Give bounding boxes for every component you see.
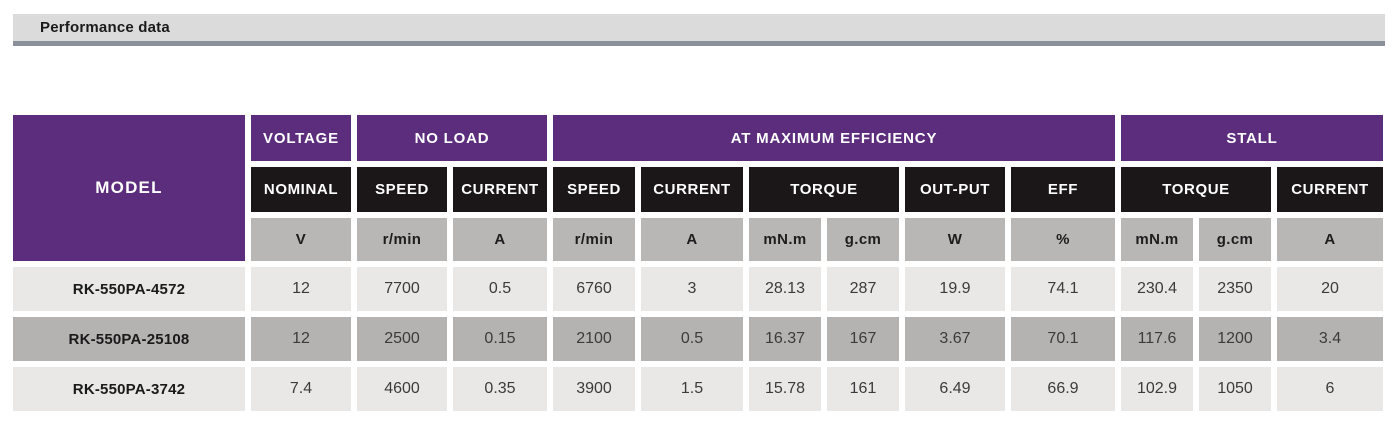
value-cell: 66.9 [1011, 367, 1115, 411]
stall-torque-header: TORQUE [1121, 167, 1271, 212]
value-cell: 15.78 [749, 367, 821, 411]
unit-cell: A [1277, 218, 1383, 261]
model-name: RK-550PA-4572 [13, 267, 245, 311]
value-cell: 230.4 [1121, 267, 1193, 311]
no-load-speed-header: SPEED [357, 167, 447, 212]
section-header-bar: Performance data [13, 14, 1385, 46]
value-cell: 6 [1277, 367, 1383, 411]
value-cell: 28.13 [749, 267, 821, 311]
value-cell: 2350 [1199, 267, 1271, 311]
model-column-header: MODEL [13, 115, 245, 261]
value-cell: 7700 [357, 267, 447, 311]
unit-cell: mN.m [1121, 218, 1193, 261]
value-cell: 3.4 [1277, 317, 1383, 361]
value-cell: 16.37 [749, 317, 821, 361]
value-cell: 70.1 [1011, 317, 1115, 361]
value-cell: 0.5 [641, 317, 743, 361]
model-name: RK-550PA-25108 [13, 317, 245, 361]
value-cell: 4600 [357, 367, 447, 411]
nominal-header: NOMINAL [251, 167, 351, 212]
stall-current-header: CURRENT [1277, 167, 1383, 212]
value-cell: 1050 [1199, 367, 1271, 411]
units-row: V r/min A r/min A mN.m g.cm W % mN.m g.c… [13, 218, 1383, 261]
value-cell: 3 [641, 267, 743, 311]
value-cell: 7.4 [251, 367, 351, 411]
unit-cell: g.cm [1199, 218, 1271, 261]
value-cell: 1200 [1199, 317, 1271, 361]
value-cell: 12 [251, 317, 351, 361]
value-cell: 2500 [357, 317, 447, 361]
value-cell: 6760 [553, 267, 635, 311]
section-title: Performance data [40, 19, 170, 36]
value-cell: 2100 [553, 317, 635, 361]
unit-cell: mN.m [749, 218, 821, 261]
efficiency-torque-header: TORQUE [749, 167, 899, 212]
unit-cell: A [641, 218, 743, 261]
value-cell: 0.35 [453, 367, 547, 411]
value-cell: 102.9 [1121, 367, 1193, 411]
unit-cell: r/min [357, 218, 447, 261]
stall-group-header: STALL [1121, 115, 1383, 161]
at-maximum-efficiency-group-header: AT MAXIMUM EFFICIENCY [553, 115, 1115, 161]
value-cell: 0.5 [453, 267, 547, 311]
unit-cell: g.cm [827, 218, 899, 261]
efficiency-current-header: CURRENT [641, 167, 743, 212]
value-cell: 12 [251, 267, 351, 311]
value-cell: 1.5 [641, 367, 743, 411]
unit-cell: A [453, 218, 547, 261]
sub-header-row: NOMINAL SPEED CURRENT SPEED CURRENT TORQ… [13, 167, 1383, 212]
value-cell: 3900 [553, 367, 635, 411]
voltage-group-header: VOLTAGE [251, 115, 351, 161]
group-header-row: MODEL VOLTAGE NO LOAD AT MAXIMUM EFFICIE… [13, 115, 1383, 261]
value-cell: 3.67 [905, 317, 1005, 361]
value-cell: 6.49 [905, 367, 1005, 411]
value-cell: 74.1 [1011, 267, 1115, 311]
unit-cell: V [251, 218, 351, 261]
value-cell: 19.9 [905, 267, 1005, 311]
table-row: RK-550PA-25108 12 2500 0.15 2100 0.5 16.… [13, 317, 1383, 361]
no-load-current-header: CURRENT [453, 167, 547, 212]
value-cell: 20 [1277, 267, 1383, 311]
value-cell: 161 [827, 367, 899, 411]
table-row: RK-550PA-3742 7.4 4600 0.35 3900 1.5 15.… [13, 367, 1383, 411]
value-cell: 167 [827, 317, 899, 361]
model-name: RK-550PA-3742 [13, 367, 245, 411]
value-cell: 287 [827, 267, 899, 311]
unit-cell: % [1011, 218, 1115, 261]
output-header: OUT-PUT [905, 167, 1005, 212]
unit-cell: r/min [553, 218, 635, 261]
efficiency-speed-header: SPEED [553, 167, 635, 212]
value-cell: 117.6 [1121, 317, 1193, 361]
value-cell: 0.15 [453, 317, 547, 361]
eff-header: EFF [1011, 167, 1115, 212]
no-load-group-header: NO LOAD [357, 115, 547, 161]
unit-cell: W [905, 218, 1005, 261]
table-row: RK-550PA-4572 12 7700 0.5 6760 3 28.13 2… [13, 267, 1383, 311]
performance-data-table: MODEL VOLTAGE NO LOAD AT MAXIMUM EFFICIE… [7, 109, 1389, 417]
